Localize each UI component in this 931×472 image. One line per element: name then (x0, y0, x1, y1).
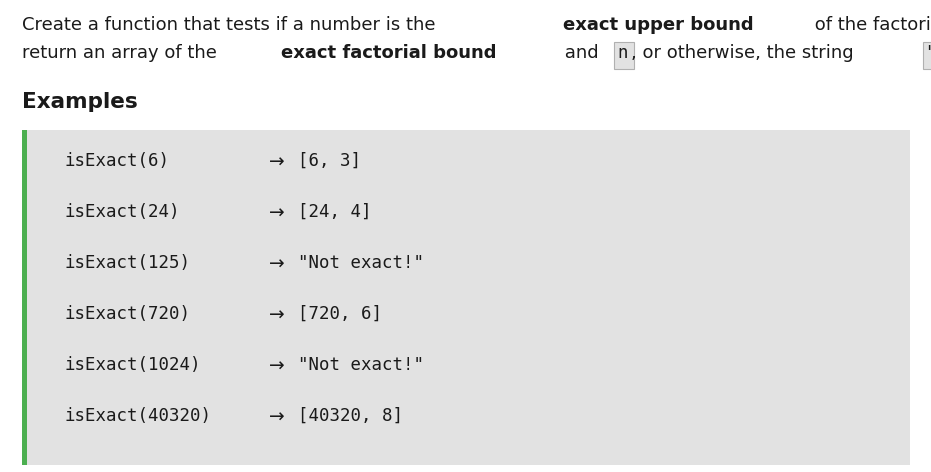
Text: [6, 3]: [6, 3] (299, 152, 361, 170)
Text: →: → (263, 407, 290, 426)
Text: →: → (263, 305, 290, 324)
Text: "Not exact!": "Not exact!" (299, 356, 425, 374)
Text: of the factorial of: of the factorial of (809, 16, 931, 34)
Text: Examples: Examples (22, 92, 138, 112)
Text: →: → (263, 254, 290, 273)
Text: Create a function that tests if a number is the: Create a function that tests if a number… (22, 16, 441, 34)
Text: →: → (263, 203, 290, 222)
Text: [40320, 8]: [40320, 8] (299, 407, 403, 425)
Text: isExact(6): isExact(6) (65, 152, 170, 170)
FancyBboxPatch shape (614, 42, 634, 69)
Text: isExact(24): isExact(24) (65, 203, 181, 221)
FancyBboxPatch shape (22, 130, 910, 465)
Text: →: → (263, 356, 290, 375)
Text: [24, 4]: [24, 4] (299, 203, 372, 221)
Text: isExact(125): isExact(125) (65, 254, 191, 272)
Text: isExact(1024): isExact(1024) (65, 356, 201, 374)
Text: , or otherwise, the string: , or otherwise, the string (631, 44, 859, 62)
Text: isExact(720): isExact(720) (65, 305, 191, 323)
Text: exact factorial bound: exact factorial bound (281, 44, 496, 62)
Text: →: → (263, 152, 290, 171)
Text: n: n (617, 44, 628, 62)
Text: and: and (559, 44, 604, 62)
Text: [720, 6]: [720, 6] (299, 305, 383, 323)
Text: "Not exact!": "Not exact!" (299, 254, 425, 272)
Text: exact upper bound: exact upper bound (563, 16, 753, 34)
Text: isExact(40320): isExact(40320) (65, 407, 212, 425)
FancyBboxPatch shape (22, 130, 27, 465)
Text: "Not exact!": "Not exact!" (925, 44, 931, 62)
FancyBboxPatch shape (923, 42, 931, 69)
Text: return an array of the: return an array of the (22, 44, 223, 62)
